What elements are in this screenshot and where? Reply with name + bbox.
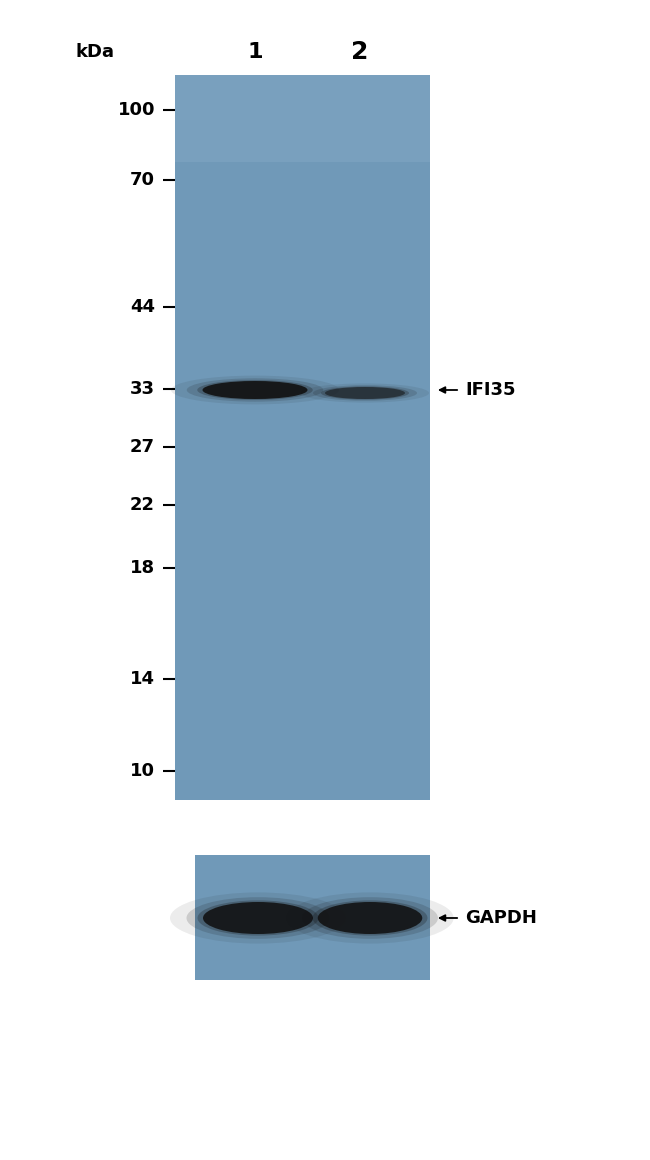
Ellipse shape	[171, 376, 339, 405]
Text: 1: 1	[247, 42, 263, 61]
Ellipse shape	[321, 386, 409, 399]
Text: 100: 100	[118, 101, 155, 119]
Ellipse shape	[203, 380, 307, 399]
Text: 2: 2	[351, 39, 369, 64]
Ellipse shape	[187, 897, 330, 938]
Text: 44: 44	[130, 298, 155, 317]
Text: 18: 18	[130, 559, 155, 578]
Ellipse shape	[170, 892, 346, 943]
Bar	[175, 75, 430, 800]
Text: kDa: kDa	[75, 43, 114, 61]
Text: IFI35: IFI35	[465, 380, 515, 399]
Text: 22: 22	[130, 495, 155, 514]
Text: 10: 10	[130, 762, 155, 781]
Text: 33: 33	[130, 379, 155, 398]
Ellipse shape	[318, 902, 422, 934]
Ellipse shape	[287, 892, 454, 943]
Ellipse shape	[197, 380, 313, 400]
Bar	[175, 75, 430, 162]
Bar	[195, 855, 430, 980]
Ellipse shape	[203, 902, 313, 934]
Ellipse shape	[313, 900, 428, 936]
Text: 14: 14	[130, 669, 155, 688]
Ellipse shape	[198, 900, 318, 936]
Ellipse shape	[302, 897, 438, 938]
Ellipse shape	[313, 385, 417, 401]
Text: GAPDH: GAPDH	[465, 909, 537, 927]
Text: 70: 70	[130, 171, 155, 189]
Text: 27: 27	[130, 437, 155, 456]
Ellipse shape	[301, 384, 429, 403]
Ellipse shape	[325, 387, 405, 399]
Ellipse shape	[187, 378, 323, 401]
